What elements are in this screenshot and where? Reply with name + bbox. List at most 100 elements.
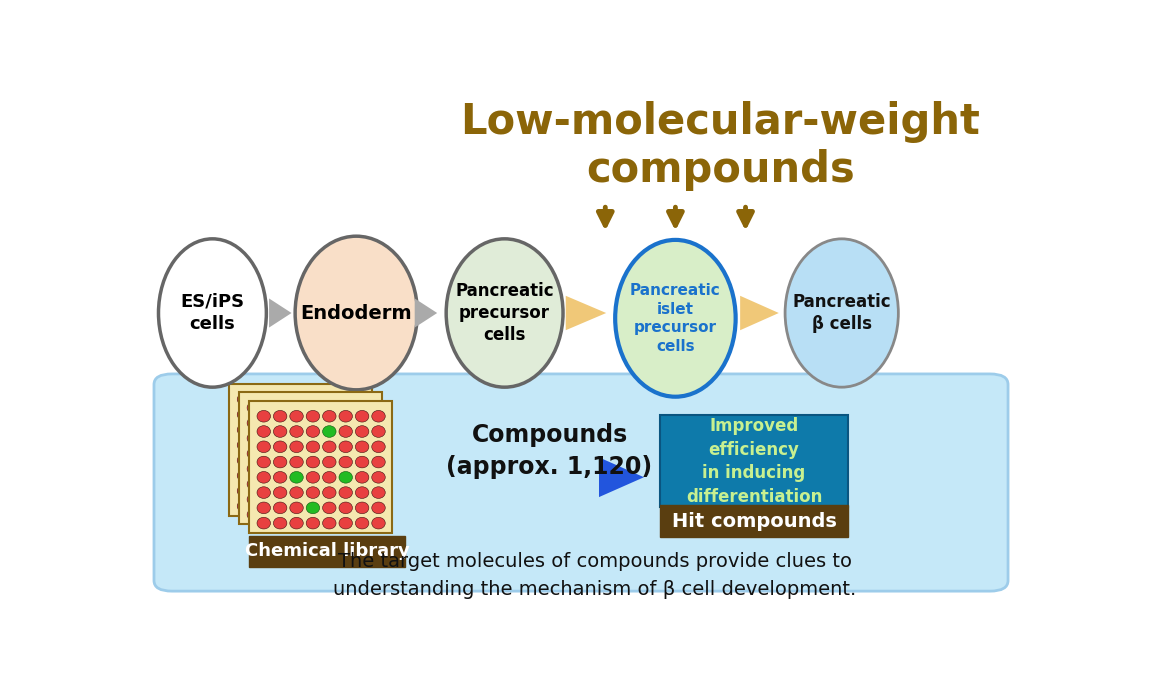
Ellipse shape [346,402,358,413]
Ellipse shape [254,409,267,420]
FancyBboxPatch shape [660,505,848,537]
Ellipse shape [280,433,293,444]
Polygon shape [415,299,437,327]
Polygon shape [269,299,291,327]
Ellipse shape [303,409,317,420]
Ellipse shape [371,502,385,514]
Polygon shape [740,296,778,330]
Ellipse shape [351,424,365,436]
Ellipse shape [287,485,300,497]
Ellipse shape [339,441,353,453]
FancyBboxPatch shape [229,384,372,515]
Ellipse shape [280,448,293,460]
Ellipse shape [313,463,326,475]
Ellipse shape [303,394,317,405]
Ellipse shape [254,424,267,436]
Ellipse shape [319,500,333,512]
Ellipse shape [346,448,358,460]
Ellipse shape [263,478,277,490]
Ellipse shape [303,485,317,497]
Ellipse shape [339,517,353,529]
Ellipse shape [263,493,277,505]
Ellipse shape [274,456,287,468]
Ellipse shape [319,409,333,420]
Ellipse shape [238,424,251,436]
Ellipse shape [238,394,251,405]
Ellipse shape [329,509,342,521]
Ellipse shape [306,426,320,438]
Ellipse shape [303,500,317,512]
Ellipse shape [371,441,385,453]
Ellipse shape [362,402,376,413]
Ellipse shape [322,411,336,422]
Ellipse shape [270,424,283,436]
Ellipse shape [263,402,277,413]
Ellipse shape [351,455,365,466]
Ellipse shape [287,455,300,466]
Ellipse shape [615,240,735,397]
Ellipse shape [355,426,369,438]
Ellipse shape [335,424,349,436]
Text: Improved
efficiency
in inducing
differentiation: Improved efficiency in inducing differen… [686,417,822,506]
Ellipse shape [313,402,326,413]
Polygon shape [566,296,607,330]
Ellipse shape [258,456,270,468]
Ellipse shape [339,456,353,468]
Ellipse shape [346,433,358,444]
Ellipse shape [313,417,326,429]
Ellipse shape [263,463,277,475]
Ellipse shape [351,485,365,497]
Ellipse shape [351,500,365,512]
Ellipse shape [247,493,261,505]
Ellipse shape [263,417,277,429]
Ellipse shape [270,485,283,497]
Ellipse shape [296,478,310,490]
Text: Chemical library: Chemical library [245,542,409,561]
Ellipse shape [322,471,336,483]
Ellipse shape [254,455,267,466]
Ellipse shape [785,239,898,387]
Ellipse shape [258,487,270,498]
Ellipse shape [274,517,287,529]
FancyBboxPatch shape [249,400,392,533]
Ellipse shape [274,502,287,514]
Ellipse shape [339,411,353,422]
Ellipse shape [346,417,358,429]
Ellipse shape [371,456,385,468]
Ellipse shape [351,394,365,405]
Ellipse shape [280,509,293,521]
Ellipse shape [319,394,333,405]
Ellipse shape [319,455,333,466]
Ellipse shape [355,502,369,514]
FancyBboxPatch shape [249,536,405,567]
Ellipse shape [270,500,283,512]
Ellipse shape [280,417,293,429]
Text: Hit compounds: Hit compounds [672,512,836,530]
Text: Compounds
(approx. 1,120): Compounds (approx. 1,120) [447,423,653,479]
Ellipse shape [247,478,261,490]
Ellipse shape [329,402,342,413]
Ellipse shape [290,426,303,438]
Ellipse shape [447,239,563,387]
Ellipse shape [371,411,385,422]
Ellipse shape [346,493,358,505]
Ellipse shape [296,448,310,460]
Ellipse shape [290,441,303,453]
Ellipse shape [296,493,310,505]
Ellipse shape [303,439,317,451]
Ellipse shape [280,402,293,413]
Ellipse shape [339,471,353,483]
Ellipse shape [274,441,287,453]
Ellipse shape [258,502,270,514]
Text: The target molecules of compounds provide clues to
understanding the mechanism o: The target molecules of compounds provid… [333,552,856,599]
Ellipse shape [319,439,333,451]
Ellipse shape [371,471,385,483]
Ellipse shape [263,448,277,460]
Text: ES/iPS
cells: ES/iPS cells [180,293,245,333]
Ellipse shape [322,502,336,514]
Ellipse shape [287,424,300,436]
Ellipse shape [319,485,333,497]
Ellipse shape [296,509,310,521]
Ellipse shape [335,500,349,512]
Ellipse shape [280,478,293,490]
